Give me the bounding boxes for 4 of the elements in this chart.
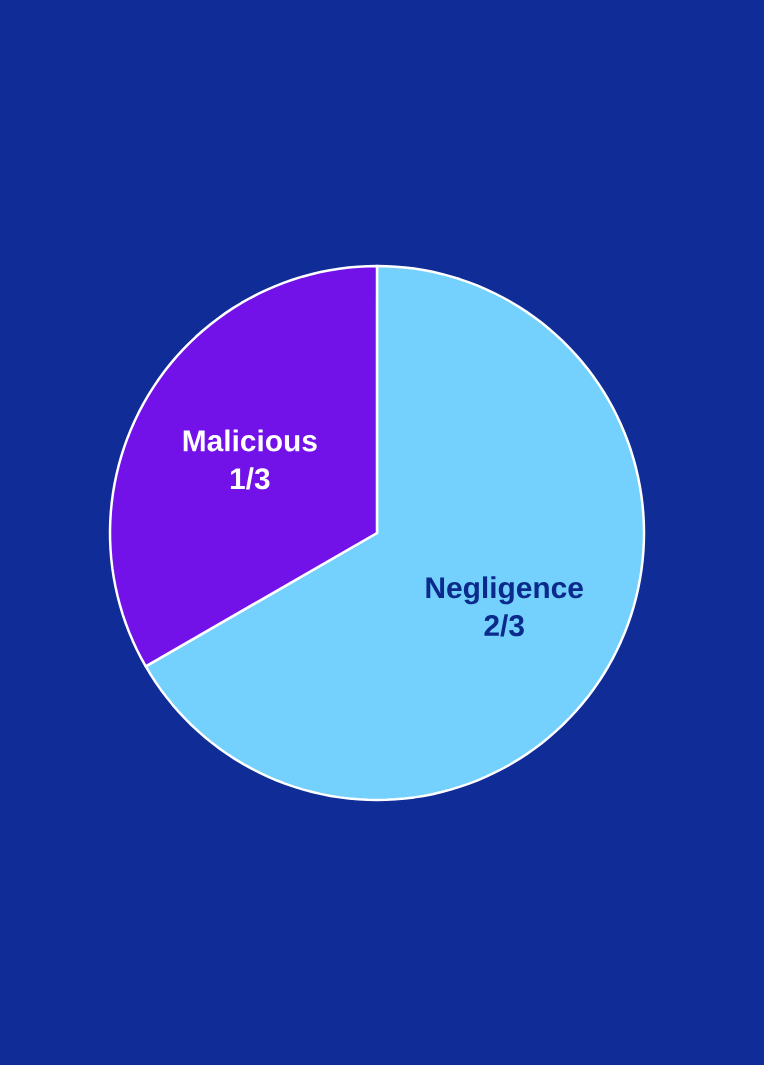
data-label: 2/3 <box>484 614 524 637</box>
data-label: 1/3 <box>230 467 270 490</box>
slice-label: Negligence <box>426 576 583 605</box>
slice-label: Malicious <box>183 429 317 452</box>
